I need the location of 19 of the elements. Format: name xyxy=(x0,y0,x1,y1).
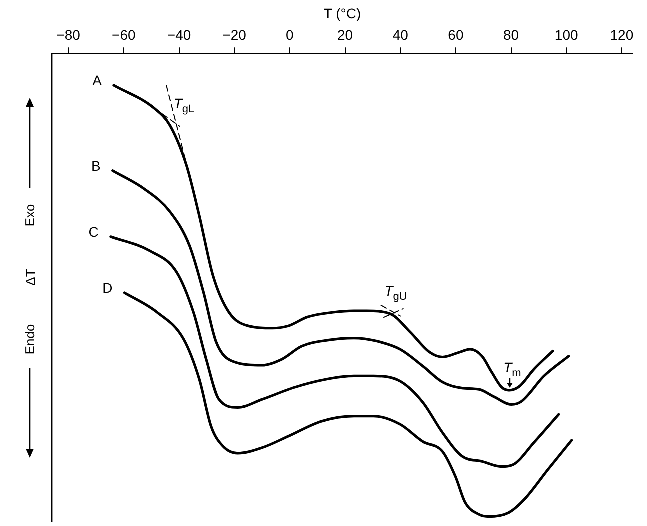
x-tick-label: 20 xyxy=(337,27,354,44)
x-tick-label: 60 xyxy=(448,27,464,44)
text: Exo xyxy=(22,204,38,227)
x-tick-label: −20 xyxy=(222,27,247,44)
series-label: C xyxy=(88,224,99,240)
x-tick-label: −40 xyxy=(167,27,192,44)
text: Endo xyxy=(22,324,38,355)
series-label: D xyxy=(102,280,113,296)
x-axis-title: T (°C) xyxy=(324,5,362,22)
x-tick-label: 40 xyxy=(392,27,409,44)
x-tick-label: −60 xyxy=(112,27,136,44)
x-tick-label: 80 xyxy=(503,27,520,44)
x-tick-label: 0 xyxy=(286,27,294,44)
y-axis-title: ΔT xyxy=(22,269,38,286)
series-label: B xyxy=(92,158,101,174)
x-tick-label: 120 xyxy=(610,27,634,44)
x-tick-label: −80 xyxy=(56,27,81,44)
x-tick-label: 100 xyxy=(554,27,578,44)
series-label: A xyxy=(92,72,103,88)
